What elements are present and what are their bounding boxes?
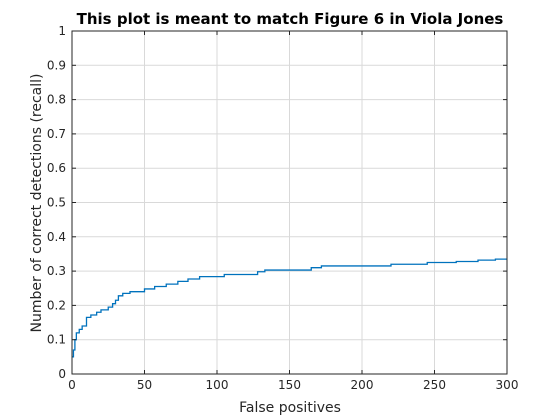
tick-layer: 0 50 100 150 200 250 300 0 0.1 0.2 0.3 0.4 0.5 0.6 0.7… bbox=[47, 24, 519, 392]
y-tick-label: 1 bbox=[58, 24, 66, 38]
x-tick-label: 0 bbox=[68, 378, 76, 392]
y-tick-label: 0.4 bbox=[47, 230, 66, 244]
y-axis-label: Number of correct detections (recall) bbox=[29, 73, 45, 332]
x-tick-label: 150 bbox=[278, 378, 301, 392]
y-tick-label: 0.8 bbox=[47, 93, 66, 107]
x-tick-label: 250 bbox=[423, 378, 446, 392]
chart-title: This plot is meant to match Figure 6 in … bbox=[77, 10, 504, 28]
y-tick-label: 0.1 bbox=[47, 333, 66, 347]
x-axis-label: False positives bbox=[239, 400, 341, 416]
x-tick-label: 50 bbox=[137, 378, 152, 392]
y-tick-label: 0.9 bbox=[47, 58, 66, 72]
grid bbox=[71, 30, 508, 375]
x-tick-label: 100 bbox=[206, 378, 229, 392]
series-layer bbox=[72, 258, 507, 358]
y-tick-label: 0.7 bbox=[47, 127, 66, 141]
y-tick-label: 0 bbox=[58, 367, 66, 381]
y-tick-label: 0.6 bbox=[47, 161, 66, 175]
y-tick-label: 0.5 bbox=[47, 196, 66, 210]
series-line bbox=[72, 258, 507, 358]
x-tick-label: 300 bbox=[496, 378, 519, 392]
y-tick-label: 0.3 bbox=[47, 264, 66, 278]
x-tick-label: 200 bbox=[351, 378, 374, 392]
y-tick-label: 0.2 bbox=[47, 298, 66, 312]
